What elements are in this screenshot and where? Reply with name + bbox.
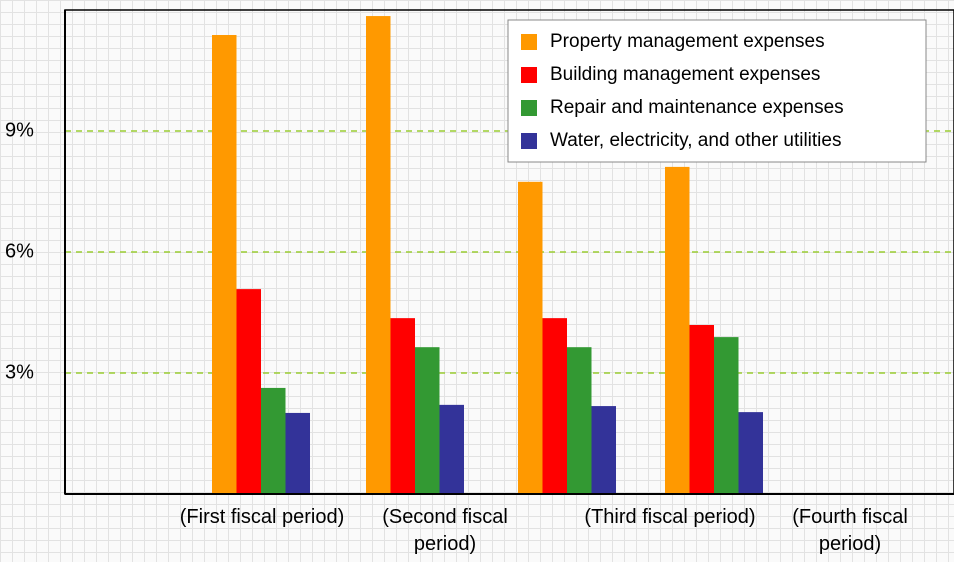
y-tick-label: 3% xyxy=(5,361,34,383)
bar xyxy=(518,181,543,494)
bar xyxy=(714,337,739,494)
bar xyxy=(567,347,592,494)
bar xyxy=(236,289,261,494)
y-tick-label: 6% xyxy=(5,240,34,262)
bar xyxy=(738,412,763,494)
legend-label: Repair and maintenance expenses xyxy=(550,97,844,118)
y-tick-label: 9% xyxy=(5,119,34,141)
bar xyxy=(591,406,616,494)
legend xyxy=(507,19,927,163)
bar xyxy=(415,347,440,494)
legend-label: Property management expenses xyxy=(550,31,825,52)
legend-swatch xyxy=(521,34,537,50)
x-tick-label: (First fiscal period) xyxy=(179,506,345,528)
legend-label: Building management expenses xyxy=(550,64,820,85)
bar xyxy=(542,318,567,494)
bar xyxy=(689,325,714,494)
legend-label: Water, electricity, and other utilities xyxy=(550,130,841,151)
x-tick-label: (Fourth fiscal period) xyxy=(792,506,908,555)
legend-swatch xyxy=(521,133,537,149)
bar xyxy=(390,318,415,494)
bar xyxy=(366,16,391,495)
bar xyxy=(212,35,237,495)
bar xyxy=(439,404,464,494)
x-tick-label: (Third fiscal period) xyxy=(584,506,756,528)
legend-swatch xyxy=(521,67,537,83)
legend-swatch xyxy=(521,100,537,116)
bar xyxy=(261,387,286,494)
x-tick-label: (Second fiscal period) xyxy=(382,506,508,555)
bar xyxy=(665,166,690,494)
bar xyxy=(285,412,310,494)
